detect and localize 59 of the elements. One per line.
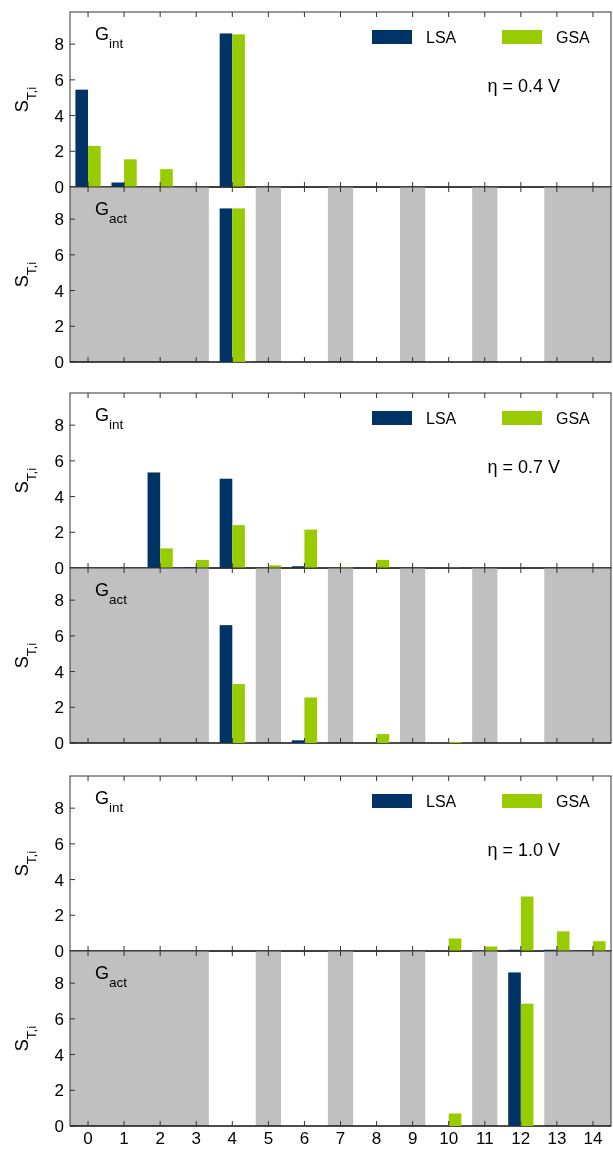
x-tick-label: 11 <box>475 1129 494 1148</box>
annotation: η = 0.4 V <box>487 76 560 96</box>
y-tick-label: 8 <box>54 591 64 611</box>
x-tick-label: 4 <box>227 1129 238 1148</box>
x-tick-label: 10 <box>439 1129 459 1148</box>
y-tick-label: 4 <box>54 106 64 126</box>
annotation: η = 1.0 V <box>487 840 560 860</box>
y-tick-label: 2 <box>54 523 64 543</box>
y-tick-label: 8 <box>54 210 64 230</box>
legend-label: LSA <box>426 793 457 810</box>
legend-label: GSA <box>556 29 591 46</box>
y-tick-label: 4 <box>54 662 64 682</box>
x-tick-label: 12 <box>511 1129 531 1148</box>
annotation: G$_{int}$ <box>95 24 124 51</box>
y-tick-label: 0 <box>54 941 64 961</box>
y-tick-label: 2 <box>54 1081 64 1101</box>
y-tick-label: 0 <box>54 177 64 197</box>
y-tick-label: 6 <box>54 245 64 265</box>
x-tick-label: 9 <box>407 1129 418 1148</box>
y-tick-label: 2 <box>54 317 64 337</box>
y-tick-label: 8 <box>54 799 64 819</box>
y-tick-label: 4 <box>54 281 64 301</box>
y-tick-label: 0 <box>54 558 64 578</box>
y-tick-label: 8 <box>54 35 64 55</box>
x-tick-label: 7 <box>335 1129 346 1148</box>
y-tick-label: 0 <box>54 733 64 753</box>
x-tick-label: 13 <box>547 1129 567 1148</box>
y-tick-label: 0 <box>54 352 64 372</box>
annotation: G$_{act}$ <box>95 963 128 990</box>
y-tick-label: 6 <box>54 1009 64 1029</box>
x-tick-label: 3 <box>191 1129 201 1148</box>
y-tick-label: 4 <box>54 487 64 507</box>
y-tick-label: 8 <box>54 974 64 994</box>
x-tick-label: 5 <box>263 1129 274 1148</box>
y-tick-label: 6 <box>54 626 64 646</box>
legend-label: GSA <box>556 793 591 810</box>
x-tick-label: 14 <box>583 1129 603 1148</box>
y-tick-label: 6 <box>54 834 64 854</box>
x-tick-label: 6 <box>299 1129 310 1148</box>
x-tick-label: 1 <box>119 1129 129 1148</box>
y-tick-label: 4 <box>54 1045 64 1065</box>
x-tick-label: 0 <box>83 1129 93 1148</box>
y-tick-label: 4 <box>54 870 64 890</box>
y-tick-label: 8 <box>54 416 64 436</box>
y-tick-label: 6 <box>54 70 64 90</box>
y-tick-label: 2 <box>54 906 64 926</box>
x-tick-label: 2 <box>155 1129 165 1148</box>
annotation: η = 0.7 V <box>487 457 560 477</box>
legend-label: LSA <box>426 29 457 46</box>
y-tick-label: 6 <box>54 451 64 471</box>
annotation: G$_{int}$ <box>95 405 124 432</box>
y-tick-label: 2 <box>54 142 64 162</box>
y-tick-label: 2 <box>54 698 64 718</box>
annotation: G$_{act}$ <box>95 199 128 226</box>
annotation: G$_{int}$ <box>95 788 124 815</box>
legend-label: LSA <box>426 410 457 427</box>
x-tick-label: 8 <box>371 1129 382 1148</box>
annotation: G$_{act}$ <box>95 580 128 607</box>
legend-label: GSA <box>556 410 591 427</box>
